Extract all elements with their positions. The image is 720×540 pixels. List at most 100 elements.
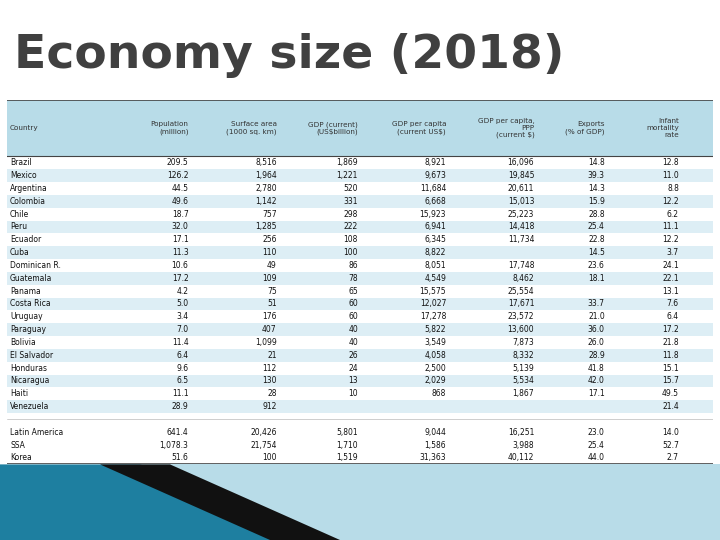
Text: 12.8: 12.8	[662, 158, 679, 167]
Text: 757: 757	[262, 210, 276, 219]
Text: 176: 176	[262, 312, 276, 321]
Text: 78: 78	[348, 274, 358, 283]
Text: 6,668: 6,668	[424, 197, 446, 206]
Text: Country: Country	[10, 125, 39, 131]
Text: 25.4: 25.4	[588, 441, 605, 450]
Text: 17,671: 17,671	[508, 300, 534, 308]
Text: 15.7: 15.7	[662, 376, 679, 386]
FancyBboxPatch shape	[7, 400, 713, 413]
Text: 65: 65	[348, 287, 358, 295]
Text: 17.2: 17.2	[172, 274, 189, 283]
Text: 14.5: 14.5	[588, 248, 605, 257]
Text: 31,363: 31,363	[420, 454, 446, 462]
Text: 11.4: 11.4	[172, 338, 189, 347]
FancyBboxPatch shape	[7, 426, 713, 438]
FancyBboxPatch shape	[7, 375, 713, 387]
Text: 5,801: 5,801	[336, 428, 358, 437]
Text: 11.8: 11.8	[662, 351, 679, 360]
Text: Economy size (2018): Economy size (2018)	[14, 33, 564, 78]
Text: 44.5: 44.5	[171, 184, 189, 193]
FancyBboxPatch shape	[7, 323, 713, 336]
Text: 8,516: 8,516	[255, 158, 276, 167]
Text: 9,673: 9,673	[424, 171, 446, 180]
Text: 1,586: 1,586	[425, 441, 446, 450]
Text: 3,988: 3,988	[513, 441, 534, 450]
Text: Venezuela: Venezuela	[10, 402, 50, 411]
Text: 4,549: 4,549	[424, 274, 446, 283]
FancyBboxPatch shape	[7, 182, 713, 195]
FancyBboxPatch shape	[7, 451, 713, 464]
Text: 14,418: 14,418	[508, 222, 534, 232]
Text: 1,710: 1,710	[336, 441, 358, 450]
Text: 36.0: 36.0	[588, 325, 605, 334]
Text: 21,754: 21,754	[251, 441, 276, 450]
Text: 21: 21	[267, 351, 276, 360]
Text: 3.7: 3.7	[667, 248, 679, 257]
Text: 112: 112	[263, 363, 276, 373]
Text: 18.7: 18.7	[172, 210, 189, 219]
Text: 51: 51	[267, 300, 276, 308]
Text: 52.7: 52.7	[662, 441, 679, 450]
Text: Honduras: Honduras	[10, 363, 47, 373]
Text: 109: 109	[262, 274, 276, 283]
Text: GDP per capita,
PPP
(current $): GDP per capita, PPP (current $)	[477, 118, 534, 138]
Text: 2.7: 2.7	[667, 454, 679, 462]
Text: 18.1: 18.1	[588, 274, 605, 283]
Text: 40: 40	[348, 338, 358, 347]
Text: 15.1: 15.1	[662, 363, 679, 373]
Text: 22.1: 22.1	[662, 274, 679, 283]
Text: 25,223: 25,223	[508, 210, 534, 219]
Text: 11,734: 11,734	[508, 235, 534, 244]
Text: 1,142: 1,142	[255, 197, 276, 206]
Text: 23.0: 23.0	[588, 428, 605, 437]
Text: 8,332: 8,332	[513, 351, 534, 360]
Text: 17.2: 17.2	[662, 325, 679, 334]
Text: 11,684: 11,684	[420, 184, 446, 193]
Text: Colombia: Colombia	[10, 197, 46, 206]
Text: 32.0: 32.0	[171, 222, 189, 232]
Text: 1,078.3: 1,078.3	[160, 441, 189, 450]
Text: 4.2: 4.2	[176, 287, 189, 295]
Text: Argentina: Argentina	[10, 184, 48, 193]
Text: 15,575: 15,575	[420, 287, 446, 295]
Text: 100: 100	[343, 248, 358, 257]
Text: Ecuador: Ecuador	[10, 235, 41, 244]
Text: 6,345: 6,345	[424, 235, 446, 244]
Text: 9,044: 9,044	[424, 428, 446, 437]
Text: 20,611: 20,611	[508, 184, 534, 193]
Text: 520: 520	[343, 184, 358, 193]
Text: 1,285: 1,285	[255, 222, 276, 232]
Text: 100: 100	[262, 454, 276, 462]
Text: 12.2: 12.2	[662, 235, 679, 244]
Text: 24.1: 24.1	[662, 261, 679, 270]
Text: 12.2: 12.2	[662, 197, 679, 206]
Polygon shape	[100, 464, 340, 540]
Text: 28.9: 28.9	[588, 351, 605, 360]
Text: 298: 298	[343, 210, 358, 219]
Text: 49.5: 49.5	[662, 389, 679, 399]
FancyBboxPatch shape	[7, 233, 713, 246]
Text: 130: 130	[262, 376, 276, 386]
Text: 5,139: 5,139	[513, 363, 534, 373]
Text: 14.3: 14.3	[588, 184, 605, 193]
Text: 868: 868	[432, 389, 446, 399]
FancyBboxPatch shape	[7, 387, 713, 400]
FancyBboxPatch shape	[7, 285, 713, 298]
Text: 20,426: 20,426	[251, 428, 276, 437]
Text: 5,534: 5,534	[513, 376, 534, 386]
Text: 26: 26	[348, 351, 358, 360]
Text: 126.2: 126.2	[167, 171, 189, 180]
Text: 26.0: 26.0	[588, 338, 605, 347]
FancyBboxPatch shape	[7, 100, 713, 157]
Text: 49.6: 49.6	[171, 197, 189, 206]
FancyBboxPatch shape	[7, 349, 713, 362]
Polygon shape	[140, 464, 720, 540]
Text: 209.5: 209.5	[167, 158, 189, 167]
Text: 86: 86	[348, 261, 358, 270]
Text: Costa Rica: Costa Rica	[10, 300, 50, 308]
Text: 8,462: 8,462	[513, 274, 534, 283]
Text: 13,600: 13,600	[508, 325, 534, 334]
Text: 60: 60	[348, 300, 358, 308]
Text: 33.7: 33.7	[588, 300, 605, 308]
Text: 10.6: 10.6	[171, 261, 189, 270]
